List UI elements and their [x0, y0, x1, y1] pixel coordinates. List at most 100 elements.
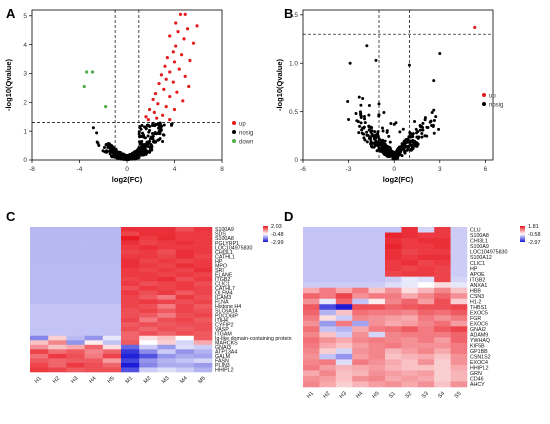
row-label: SDS	[215, 232, 226, 238]
heatmap-cell	[335, 265, 353, 272]
heatmap-cell	[66, 349, 85, 355]
row-label: APOE	[470, 272, 485, 278]
heatmap-cell	[335, 249, 353, 255]
data-point-nosig	[148, 124, 152, 128]
data-point-up	[176, 30, 180, 34]
heatmap-cell	[157, 335, 176, 341]
heatmap-cell	[139, 367, 158, 373]
data-point-up	[188, 58, 192, 63]
heatmap-cell	[319, 353, 337, 360]
heatmap-cell	[385, 282, 402, 288]
data-point-nosig	[387, 134, 391, 138]
heatmap-cell	[157, 349, 176, 355]
data-point-nosig	[141, 146, 145, 150]
heatmap-cell	[319, 331, 337, 338]
data-point-nosig	[401, 146, 405, 150]
heatmap-cell	[303, 353, 320, 360]
y-tick-label: 5	[23, 13, 27, 20]
heatmap-cell	[193, 272, 213, 278]
heatmap-cell	[121, 263, 140, 269]
row-label: THBS1	[470, 305, 487, 311]
heatmap-cell	[417, 315, 435, 322]
heatmap-cell	[417, 254, 435, 261]
row-label: H1-2	[470, 299, 482, 305]
data-point-nosig	[382, 110, 386, 114]
heatmap-cell	[385, 309, 402, 316]
heatmap-cell	[175, 263, 195, 269]
heatmap-cell	[303, 375, 320, 382]
heatmap-cell	[102, 294, 122, 300]
data-point-nosig	[121, 152, 125, 156]
heatmap-cell	[368, 337, 386, 344]
heatmap-cell	[352, 304, 369, 311]
heatmap-cell	[401, 348, 419, 355]
heatmap-cell	[48, 299, 67, 305]
heatmap-cell	[193, 254, 213, 260]
column-label: M5	[197, 375, 207, 385]
data-point-nosig	[358, 124, 362, 128]
heatmap-panel-d: D CLUS100A8CHI3L1S100A9LOC104975830S100A1…	[284, 209, 541, 400]
data-point-nosig	[139, 151, 143, 155]
row-label: MPO	[215, 263, 227, 269]
heatmap-cell	[401, 364, 419, 371]
data-point-nosig	[142, 133, 146, 137]
heatmap-cell	[30, 281, 49, 287]
heatmap-cell	[193, 313, 213, 318]
data-point-nosig	[357, 131, 361, 135]
heatmap-cell	[335, 320, 353, 327]
heatmap-cell	[121, 281, 140, 287]
data-point-nosig	[148, 140, 152, 144]
heatmap-cell	[319, 254, 337, 261]
heatmap-cell	[193, 362, 213, 368]
heatmap-cell	[175, 285, 195, 291]
data-point-nosig	[157, 130, 161, 134]
heatmap-cell	[102, 258, 122, 264]
heatmap-cell	[139, 245, 158, 250]
data-point-nosig	[362, 114, 366, 118]
row-label: ITGAM	[215, 331, 232, 337]
data-point-nosig	[151, 134, 155, 138]
heatmap-cell	[417, 276, 435, 283]
heatmap-cell	[102, 236, 122, 241]
data-point-nosig	[369, 139, 373, 143]
heatmap-cell	[175, 249, 195, 255]
column-label: S3	[421, 391, 430, 400]
heatmap-cell	[139, 299, 158, 305]
heatmap-cell	[352, 276, 369, 283]
heatmap-cell	[193, 267, 213, 273]
heatmap-cell	[401, 320, 419, 327]
data-point-nosig	[123, 153, 127, 157]
heatmap-cell	[319, 304, 337, 311]
heatmap-cell	[319, 315, 337, 322]
data-point-up	[153, 92, 158, 96]
heatmap-cell	[368, 282, 386, 288]
row-label: HP	[215, 259, 223, 265]
heatmap-cell	[157, 367, 176, 373]
heatmap-cell	[319, 337, 337, 344]
heatmap-cell	[417, 364, 435, 371]
data-point-nosig	[432, 131, 436, 135]
heatmap-cell	[368, 227, 386, 233]
column-label: S1	[388, 391, 397, 400]
heatmap-cell	[385, 227, 402, 233]
heatmap-cell	[48, 258, 67, 264]
heatmap-cell	[84, 285, 104, 291]
heatmap-cell	[121, 335, 140, 341]
heatmap-cell	[193, 231, 213, 237]
data-point-nosig	[365, 44, 369, 48]
legend-tick-label: -0.48	[271, 232, 284, 238]
heatmap-cell	[434, 293, 451, 300]
heatmap-cell	[175, 267, 195, 273]
row-label: PGLYRP1	[215, 241, 239, 247]
heatmap-cell	[450, 260, 468, 266]
row-label: ITGB2	[215, 277, 230, 283]
legend-tick-label: -2.99	[271, 240, 284, 246]
heatmap-cell	[434, 287, 451, 294]
heatmap-cell	[368, 309, 386, 316]
heatmap-cell	[30, 294, 49, 300]
data-point-nosig	[162, 123, 166, 127]
heatmap-cell	[121, 227, 140, 232]
heatmap-cell	[352, 337, 369, 344]
heatmap-cell	[417, 337, 435, 344]
heatmap-cell	[319, 243, 337, 250]
